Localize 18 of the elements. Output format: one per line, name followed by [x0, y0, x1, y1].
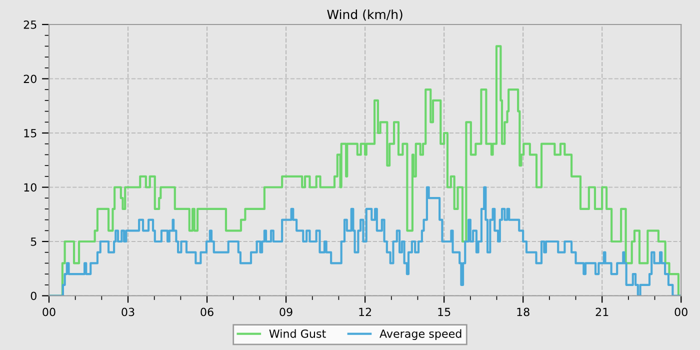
x-tick-label: 00: [674, 308, 688, 316]
y-tick-label: 5: [30, 238, 36, 246]
x-tick-label: 09: [280, 308, 292, 316]
x-tick-label: 21: [596, 308, 608, 316]
x-tick-label: 03: [122, 308, 134, 316]
legend-label: Average speed: [380, 329, 462, 340]
y-tick-label: 0: [30, 292, 36, 300]
y-tick-label: 25: [24, 20, 36, 29]
chart-title: Wind (km/h): [327, 9, 402, 21]
x-tick-label: 06: [200, 308, 214, 316]
x-tick-label: 00: [42, 308, 56, 316]
y-tick-label: 20: [24, 74, 36, 84]
x-tick-label: 12: [359, 308, 372, 316]
x-tick-label: 18: [517, 308, 530, 316]
legend-label: Wind Gust: [269, 329, 326, 338]
y-tick-label: 15: [24, 129, 36, 138]
x-tick-label: 15: [438, 308, 450, 316]
y-tick-label: 10: [24, 183, 36, 192]
